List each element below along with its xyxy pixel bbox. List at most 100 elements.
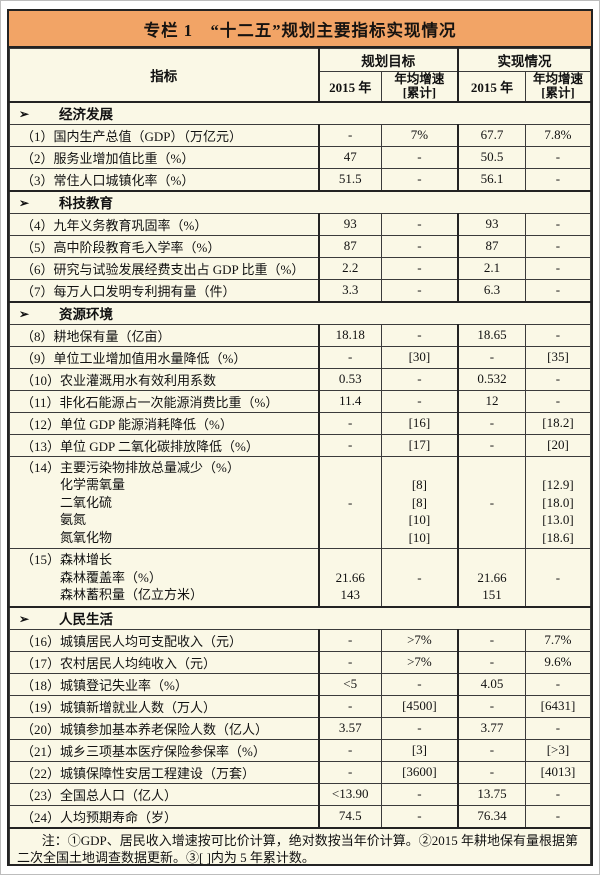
plan-growth-cell: 7% [380,123,460,147]
indicator-row: （6）研究与试验发展经费支出占 GDP 比重（%） 2.2-2.1- [9,256,591,280]
indicator-row: （22）城镇保障性安居工程建设（万套） - [3600] - [4013] [9,760,591,784]
col-header-actual-2015: 2015 年 [457,71,526,102]
actual-2015-cell: 67.7 [457,123,526,147]
plan-2015-cell: 0.53 [318,367,382,391]
actual-growth-cell: - [524,167,591,191]
plan-growth-cell: [4500] [380,694,460,718]
col-header-actual-growth: 年均增速 [累计] [524,71,591,102]
plan-2015-cell: - [318,411,382,435]
actual-growth-cell: [>3] [524,738,591,762]
plan-2015-cell: 47 [318,145,382,169]
section-label-cell: ➢ 经济发展 [9,100,591,125]
indicator-label-cell: （16）城镇居民人均可支配收入（元） [9,628,320,652]
actual-2015-cell: 13.75 [457,782,526,806]
plan-growth-cell: [16] [380,411,460,435]
col-header-actual-group: 实现情况 [457,48,591,72]
section-title: 资源环境 [59,307,113,322]
table-title: 专栏 1 “十二五”规划主要指标实现情况 [9,11,591,48]
actual-growth-cell: [18.2] [524,411,591,435]
indicator-row: （14）主要污染物排放总量减少（%） 化学需氧量 二氧化硫 氨氮 氮氧化物 - [… [9,455,591,549]
plan-2015-cell: 3.57 [318,716,382,740]
plan-2015-cell: - [318,433,382,457]
actual-growth-cell: [4013] [524,760,591,784]
actual-growth-cell: - [524,716,591,740]
section-row-4: ➢ 人民生活 [9,605,591,630]
indicator-label-cell: （2）服务业增加值比重（%） [9,145,320,169]
indicator-row: （1）国内生产总值（GDP）（万亿元） -7% 67.7 7.8% [9,123,591,147]
actual-2015-cell: 6.3 [457,278,526,302]
indicator-row: （8）耕地保有量（亿亩） 18.18-18.65- [9,323,591,347]
actual-growth-cell: [20] [524,433,591,457]
indicator-table-body: ➢ 经济发展 （1）国内生产总值（GDP）（万亿元） -7% 67.7 7.8% （2）服务… [9,100,591,828]
plan-growth-cell: - [380,234,460,258]
actual-2015-cell: - [457,455,526,549]
plan-growth-cell: - [380,389,460,413]
col-header-plan-2015: 2015 年 [318,71,382,102]
indicator-label-cell: （24）人均预期寿命（岁） [9,804,320,828]
indicator-label-cell: （13）单位 GDP 二氧化碳排放降低（%） [9,433,320,457]
actual-2015-cell: 0.532 [457,367,526,391]
section-row-2: ➢ 科技教育 [9,189,591,214]
indicators-table: 指标 规划目标 实现情况 2015 年 年均增速 [累计] 2015 年 年均增… [9,48,591,864]
note-text: 注：①GDP、居民收入增速按可比价计算，绝对数按当年价计算。②2015 年耕地保… [9,826,591,864]
plan-2015-cell: - [318,455,382,549]
indicator-label-cell: （4）九年义务教育巩固率（%） [9,212,320,236]
indicator-label-cell: （1）国内生产总值（GDP）（万亿元） [9,123,320,147]
indicator-row: （16）城镇居民人均可支配收入（元） - >7% -7.7% [9,628,591,652]
actual-2015-cell: 87 [457,234,526,258]
plan-2015-cell: - [318,738,382,762]
indicator-row: （20）城镇参加基本养老保险人数（亿人） 3.57-3.77- [9,716,591,740]
section-label-cell: ➢ 资源环境 [9,300,591,325]
plan-growth-cell: - [380,256,460,280]
indicator-row: （21）城乡三项基本医疗保险参保率（%） - [3] - [>3] [9,738,591,762]
indicator-row: （13）单位 GDP 二氧化碳排放降低（%） - [17] - [20] [9,433,591,457]
plan-growth-cell: - [380,716,460,740]
note-row: 注：①GDP、居民收入增速按可比价计算，绝对数按当年价计算。②2015 年耕地保… [9,826,591,864]
actual-2015-cell: 76.34 [457,804,526,828]
section-title: 人民生活 [59,612,113,627]
plan-2015-cell: <13.90 [318,782,382,806]
plan-growth-cell: - [380,782,460,806]
plan-growth-cell: >7% [380,650,460,674]
actual-growth-cell: - [524,145,591,169]
indicator-label-cell: （22）城镇保障性安居工程建设（万套） [9,760,320,784]
actual-growth-cell: 7.8% [524,123,591,147]
actual-2015-cell: 93 [457,212,526,236]
plan-growth-cell: - [380,323,460,347]
indicator-label-cell: （3）常住人口城镇化率（%） [9,167,320,191]
actual-2015-cell: - [457,738,526,762]
plan-growth-cell: - [380,367,460,391]
indicator-row: （17）农村居民人均纯收入（元） - >7% -9.6% [9,650,591,674]
actual-growth-cell: - [524,278,591,302]
plan-2015-cell: - [318,650,382,674]
indicator-row: （23）全国总人口（亿人） <13.90-13.75- [9,782,591,806]
plan-2015-cell: - [318,123,382,147]
plan-growth-cell: [30] [380,345,460,369]
actual-growth-cell: - [524,256,591,280]
plan-2015-cell: 87 [318,234,382,258]
actual-2015-cell: - [457,760,526,784]
indicator-label-cell: （7）每万人口发明专利拥有量（件） [9,278,320,302]
section-row-3: ➢ 资源环境 [9,300,591,325]
section-title: 科技教育 [59,196,113,211]
indicator-row: （9）单位工业增加值用水量降低（%） - [30] - [35] [9,345,591,369]
plan-2015-cell: 11.4 [318,389,382,413]
indicator-row: （4）九年义务教育巩固率（%） 93-93- [9,212,591,236]
indicator-label-cell: （18）城镇登记失业率（%） [9,672,320,696]
actual-growth-cell: 9.6% [524,650,591,674]
plan-2015-cell: 18.18 [318,323,382,347]
indicator-label-cell: （11）非化石能源占一次能源消费比重（%） [9,389,320,413]
plan-2015-cell: 93 [318,212,382,236]
plan-growth-cell: [17] [380,433,460,457]
plan-2015-cell: 3.3 [318,278,382,302]
table-header: 指标 规划目标 实现情况 2015 年 年均增速 [累计] 2015 年 年均增… [9,48,591,102]
section-label-cell: ➢ 人民生活 [9,605,591,630]
actual-2015-cell: 12 [457,389,526,413]
indicator-row: （24）人均预期寿命（岁） 74.5-76.34- [9,804,591,828]
indicator-label-cell: （10）农业灌溉用水有效利用系数 [9,367,320,391]
actual-growth-cell: 7.7% [524,628,591,652]
indicator-row: （2）服务业增加值比重（%） 47-50.5- [9,145,591,169]
plan-growth-cell: - [380,212,460,236]
actual-growth-cell: - [524,672,591,696]
